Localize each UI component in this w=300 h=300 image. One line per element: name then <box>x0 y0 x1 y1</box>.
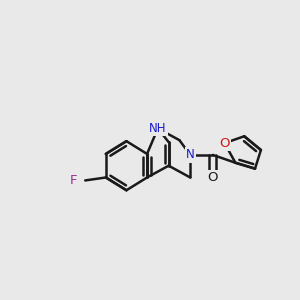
Text: F: F <box>70 174 77 187</box>
Text: O: O <box>219 136 230 150</box>
Text: N: N <box>186 148 195 161</box>
Text: NH: NH <box>149 122 166 135</box>
Text: O: O <box>208 171 218 184</box>
